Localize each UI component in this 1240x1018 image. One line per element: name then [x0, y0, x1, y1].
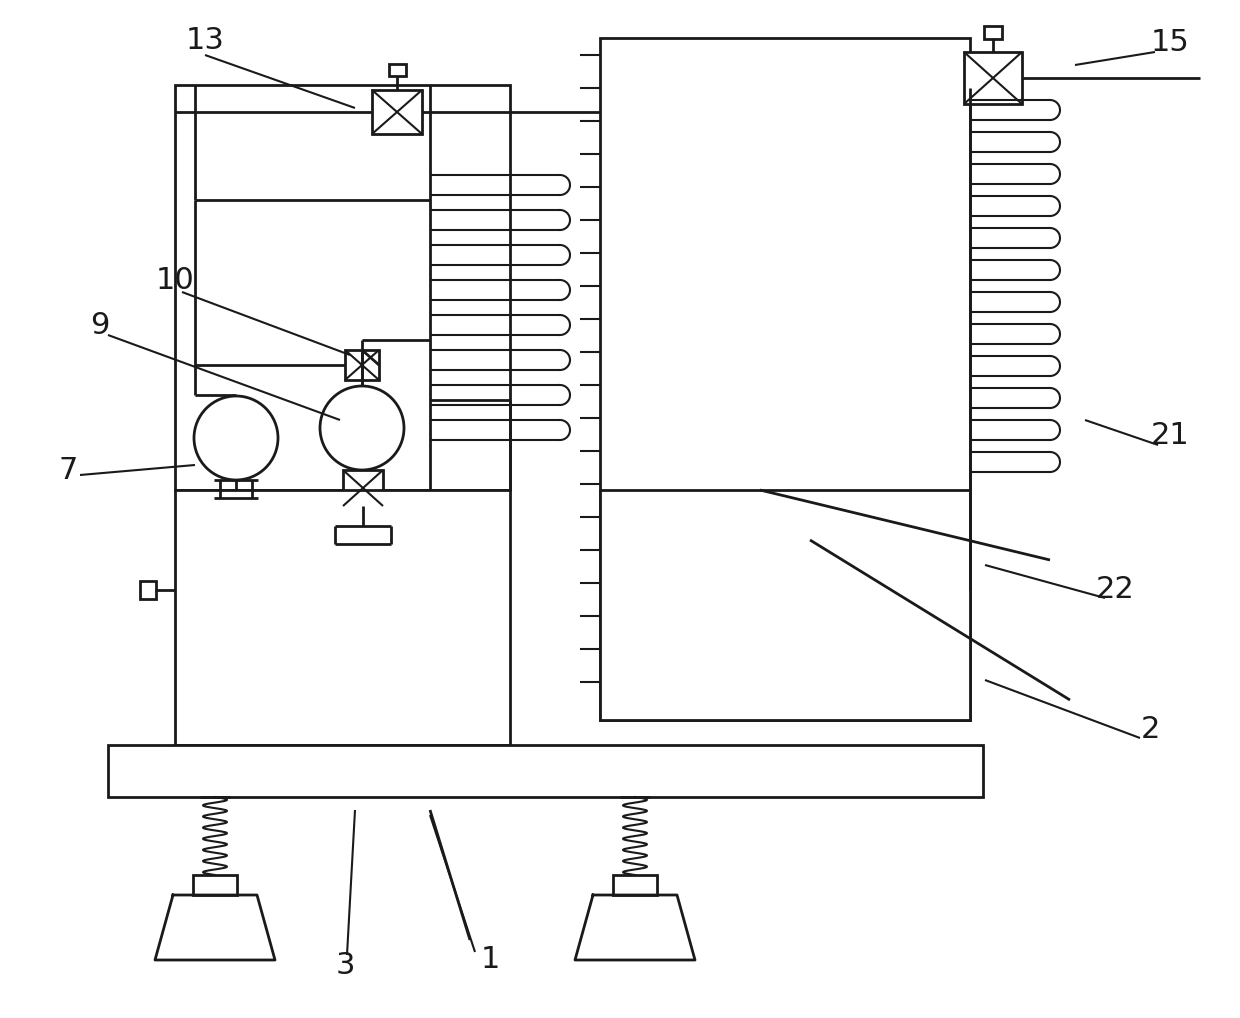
Text: 22: 22	[1096, 575, 1135, 605]
Bar	[389, 64, 405, 76]
Bar	[345, 350, 379, 380]
Text: 2: 2	[1141, 716, 1159, 744]
Bar	[985, 26, 1002, 39]
Bar	[372, 90, 422, 134]
Bar	[140, 581, 156, 599]
Text: 3: 3	[335, 951, 355, 979]
Circle shape	[320, 386, 404, 470]
Bar	[613, 875, 657, 895]
Text: 13: 13	[186, 25, 224, 55]
Text: 9: 9	[91, 310, 109, 339]
Text: 7: 7	[58, 455, 78, 485]
Text: 15: 15	[1151, 27, 1189, 57]
Bar	[343, 470, 383, 506]
Text: 21: 21	[1151, 420, 1189, 450]
Text: 1: 1	[480, 946, 500, 974]
Circle shape	[193, 396, 278, 480]
Bar	[108, 745, 983, 797]
Bar	[600, 490, 970, 720]
Text: 10: 10	[156, 266, 195, 294]
Bar	[193, 875, 237, 895]
Bar	[963, 52, 1022, 104]
Bar	[175, 84, 510, 490]
Bar	[175, 490, 510, 745]
Bar	[600, 38, 970, 720]
